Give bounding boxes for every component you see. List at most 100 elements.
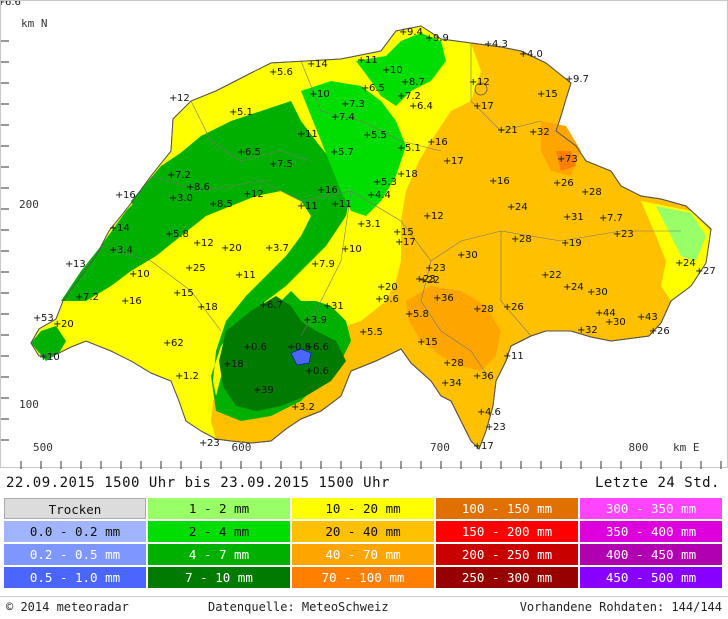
precipitation-map: km N km E 200 100 500 600 700 800 +12 +14 +5.6… — [0, 0, 728, 469]
station-marker: +6.5 — [237, 147, 261, 158]
station-marker: +17 — [473, 441, 494, 452]
station-marker: +9.7 — [565, 74, 589, 85]
station-marker: +9.4 — [399, 27, 423, 38]
svg-text:+: + — [363, 130, 371, 141]
station-value: 3.4 — [117, 245, 133, 256]
station-marker: +20 — [221, 243, 242, 254]
station-value: 3.2 — [299, 402, 315, 413]
svg-text:+: + — [473, 371, 481, 382]
station-value: 7.2 — [83, 292, 99, 303]
station-value: 6.6 — [5, 1, 21, 8]
svg-text:+: + — [415, 274, 423, 285]
station-value: 5.5 — [367, 327, 383, 338]
station-marker: +23 — [613, 229, 634, 240]
station-value: 32 — [537, 127, 550, 138]
station-marker: +30 — [605, 317, 626, 328]
station-value: 7.3 — [349, 99, 365, 110]
svg-text:+: + — [193, 238, 201, 249]
station-value: 4.0 — [527, 49, 543, 60]
station-value: 8.5 — [217, 199, 233, 210]
svg-text:+: + — [695, 266, 703, 277]
border-line — [30, 25, 712, 450]
station-value: 39 — [261, 385, 274, 396]
legend-cell: 0.2 - 0.5 mm — [4, 544, 146, 565]
station-marker: +16 — [489, 176, 510, 187]
station-value: 14 — [315, 59, 328, 70]
station-value: 27 — [703, 266, 716, 277]
station-marker: +28 — [443, 358, 464, 369]
station-marker: +36 — [473, 371, 494, 382]
svg-text:+: + — [587, 287, 595, 298]
svg-text:+: + — [186, 182, 194, 193]
svg-text:+: + — [375, 294, 383, 305]
legend-cell: 40 - 70 mm — [292, 544, 434, 565]
svg-text:+: + — [511, 234, 519, 245]
station-marker: +0.6 — [287, 342, 311, 353]
station-value: 28 — [481, 304, 494, 315]
station-marker: +7.3 — [341, 99, 365, 110]
station-marker: +4.0 — [519, 49, 543, 60]
svg-text:+: + — [565, 74, 573, 85]
legend-cell: 1 - 2 mm — [148, 498, 290, 519]
station-marker: +24 — [563, 282, 584, 293]
svg-text:+: + — [229, 107, 237, 118]
svg-text:+: + — [484, 39, 492, 50]
station-value: 16 — [435, 137, 448, 148]
svg-text:+: + — [287, 342, 295, 353]
station-value: 17 — [481, 101, 494, 112]
station-value: 20 — [229, 243, 242, 254]
legend-cell: 20 - 40 mm — [292, 521, 434, 542]
station-marker: +15 — [393, 227, 414, 238]
svg-text:+: + — [595, 308, 603, 319]
raw-data-count: Vorhandene Rohdaten: 144/144 — [519, 600, 722, 614]
svg-text:+: + — [75, 292, 83, 303]
station-marker: +3.0 — [169, 193, 193, 204]
station-value: 9.4 — [407, 27, 423, 38]
svg-text:+: + — [367, 190, 375, 201]
station-value: 12 — [201, 238, 214, 249]
station-value: 11 — [243, 270, 256, 281]
station-marker: +10 — [39, 352, 60, 363]
svg-text:+: + — [397, 143, 405, 154]
svg-text:+: + — [169, 193, 177, 204]
svg-text:+: + — [323, 301, 331, 312]
station-marker: +15 — [173, 288, 194, 299]
station-value: 43 — [645, 312, 658, 323]
station-marker: +5.8 — [405, 309, 429, 320]
station-value: 22 — [549, 270, 562, 281]
station-marker: +10 — [382, 65, 403, 76]
station-value: 21 — [505, 125, 518, 136]
station-marker: +30 — [587, 287, 608, 298]
station-value: 18 — [231, 359, 244, 370]
station-marker: +6.5 — [361, 83, 385, 94]
station-value: 26 — [561, 178, 574, 189]
station-value: 10 — [390, 65, 403, 76]
legend-cell: 0.0 - 0.2 mm — [4, 521, 146, 542]
legend-cell: 200 - 250 mm — [436, 544, 578, 565]
station-value: 28 — [519, 234, 532, 245]
station-marker: +1.2 — [175, 371, 199, 382]
station-value: 8.6 — [194, 182, 210, 193]
station-marker: +10 — [129, 269, 150, 280]
time-period: 22.09.2015 1500 Uhr bis 23.09.2015 1500 … — [6, 475, 390, 491]
station-value: 0.6 — [251, 342, 267, 353]
canton-borders — [100, 43, 681, 382]
station-value: 9.9 — [433, 33, 449, 44]
svg-text:+: + — [605, 317, 613, 328]
legend-cell: 250 - 300 mm — [436, 567, 578, 588]
x-tick-label: 600 — [232, 441, 252, 454]
svg-text:+: + — [357, 55, 365, 66]
station-value: 23 — [493, 422, 506, 433]
svg-text:+: + — [485, 422, 493, 433]
station-value: 1.2 — [183, 371, 199, 382]
svg-text:+: + — [223, 359, 231, 370]
station-values: +12+ 14+ 5.6+ 11+ 10+ 9.4+ 9.9+ 4.3+ 4.0+ 6.5+ 9.7… — [1, 1, 716, 452]
x-tick-label: 500 — [33, 441, 53, 454]
station-value: 4.6 — [485, 407, 501, 418]
svg-text:+: + — [109, 245, 117, 256]
station-value: 6.4 — [417, 101, 433, 112]
station-marker: +6.4 — [409, 101, 433, 112]
station-marker: +8.5 — [209, 199, 233, 210]
svg-text:+: + — [209, 199, 217, 210]
svg-text:+: + — [395, 237, 403, 248]
